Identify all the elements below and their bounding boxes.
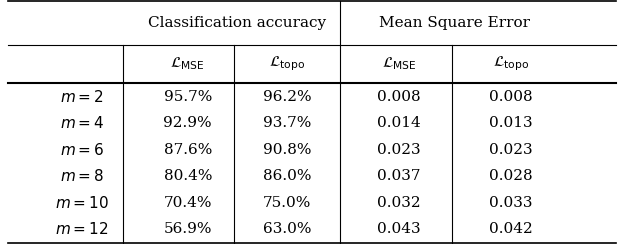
Text: $\mathcal{L}_{\mathrm{topo}}$: $\mathcal{L}_{\mathrm{topo}}$ bbox=[493, 55, 529, 73]
Text: 92.9%: 92.9% bbox=[163, 116, 212, 130]
Text: 0.014: 0.014 bbox=[377, 116, 421, 130]
Text: 0.028: 0.028 bbox=[489, 169, 533, 183]
Text: 0.043: 0.043 bbox=[377, 222, 421, 236]
Text: 0.013: 0.013 bbox=[489, 116, 533, 130]
Text: $m = 4$: $m = 4$ bbox=[60, 115, 104, 131]
Text: $\mathcal{L}_{\mathrm{MSE}}$: $\mathcal{L}_{\mathrm{MSE}}$ bbox=[170, 56, 205, 72]
Text: 0.023: 0.023 bbox=[377, 143, 421, 157]
Text: 95.7%: 95.7% bbox=[163, 90, 212, 104]
Text: $m = 6$: $m = 6$ bbox=[60, 142, 104, 158]
Text: 0.032: 0.032 bbox=[377, 196, 421, 210]
Text: 0.008: 0.008 bbox=[489, 90, 533, 104]
Text: 96.2%: 96.2% bbox=[263, 90, 311, 104]
Text: 80.4%: 80.4% bbox=[163, 169, 212, 183]
Text: 0.023: 0.023 bbox=[489, 143, 533, 157]
Text: $\mathcal{L}_{\mathrm{topo}}$: $\mathcal{L}_{\mathrm{topo}}$ bbox=[269, 55, 305, 73]
Text: 0.033: 0.033 bbox=[489, 196, 532, 210]
Text: 70.4%: 70.4% bbox=[163, 196, 212, 210]
Text: $m = 12$: $m = 12$ bbox=[56, 221, 109, 237]
Text: Classification accuracy: Classification accuracy bbox=[149, 16, 326, 30]
Text: $\mathcal{L}_{\mathrm{MSE}}$: $\mathcal{L}_{\mathrm{MSE}}$ bbox=[382, 56, 416, 72]
Text: 75.0%: 75.0% bbox=[263, 196, 311, 210]
Text: 86.0%: 86.0% bbox=[263, 169, 311, 183]
Text: 63.0%: 63.0% bbox=[263, 222, 311, 236]
Text: 90.8%: 90.8% bbox=[263, 143, 311, 157]
Text: 0.042: 0.042 bbox=[489, 222, 533, 236]
Text: $m = 10$: $m = 10$ bbox=[55, 195, 109, 211]
Text: $m = 8$: $m = 8$ bbox=[60, 168, 104, 184]
Text: $m = 2$: $m = 2$ bbox=[61, 89, 104, 105]
Text: 87.6%: 87.6% bbox=[163, 143, 212, 157]
Text: Mean Square Error: Mean Square Error bbox=[379, 16, 530, 30]
Text: 93.7%: 93.7% bbox=[263, 116, 311, 130]
Text: 56.9%: 56.9% bbox=[163, 222, 212, 236]
Text: 0.037: 0.037 bbox=[378, 169, 421, 183]
Text: 0.008: 0.008 bbox=[377, 90, 421, 104]
